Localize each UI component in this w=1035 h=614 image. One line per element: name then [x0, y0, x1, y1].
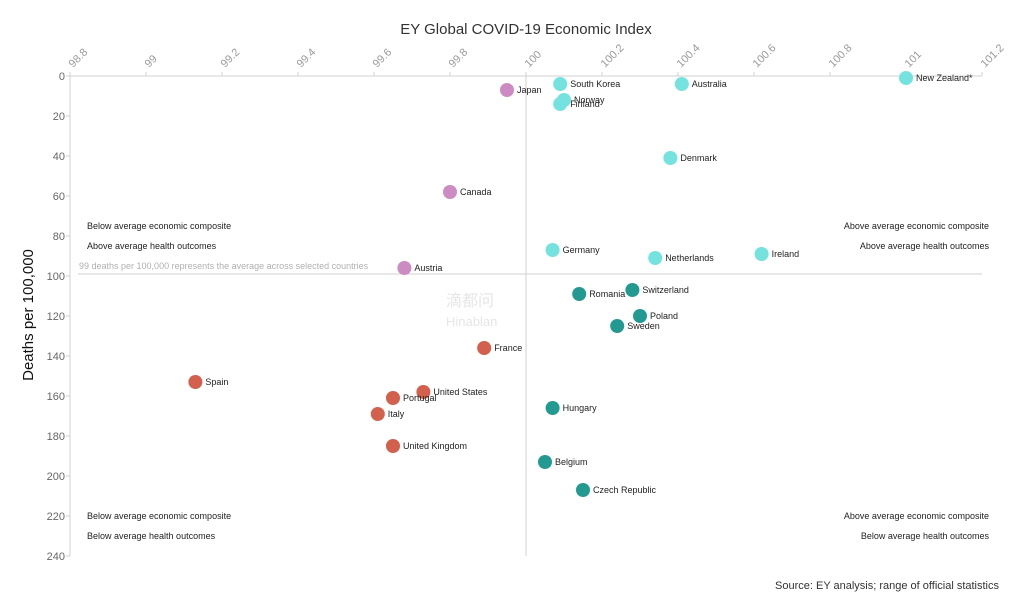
source-note: Source: EY analysis; range of official s… [775, 580, 999, 592]
chart-title: EY Global COVID-19 Economic Index [400, 21, 652, 38]
y-tick-label: 20 [53, 111, 65, 123]
point-label: Denmark [680, 153, 717, 163]
data-point [648, 251, 663, 265]
x-tick-label: 100.8 [827, 42, 855, 70]
data-point [754, 247, 769, 261]
x-tick-label: 100.4 [675, 42, 703, 70]
x-tick-label: 99.8 [447, 46, 471, 70]
data-point [572, 287, 587, 301]
data-point [370, 407, 385, 421]
data-point [545, 243, 560, 257]
y-tick-label: 140 [47, 351, 65, 363]
quadrant-label-lower-left: Below average economic composite [87, 511, 231, 521]
y-tick-label: 220 [47, 511, 65, 523]
point-label: New Zealand* [916, 73, 973, 83]
point-label: United States [433, 387, 488, 397]
x-tick-label: 101.2 [979, 42, 1007, 70]
y-tick-label: 100 [47, 271, 65, 283]
point-label: Italy [388, 409, 405, 419]
data-point [443, 185, 457, 199]
y-tick-label: 0 [59, 71, 65, 83]
x-tick-label: 98.8 [67, 46, 91, 70]
x-tick-label: 99.6 [371, 46, 395, 70]
y-tick-label: 240 [47, 551, 65, 563]
x-tick-label: 100 [523, 49, 544, 70]
data-point [416, 385, 431, 399]
point-label: Portugal [403, 393, 437, 403]
point-label: Poland [650, 311, 678, 321]
point-label: Japan [517, 85, 542, 95]
x-tick-label: 100.2 [599, 42, 627, 70]
y-tick-label: 120 [47, 311, 65, 323]
point-label: Ireland [772, 249, 800, 259]
data-point [576, 483, 590, 497]
point-label: Romania [589, 289, 625, 299]
x-tick-label: 99.4 [295, 46, 319, 70]
point-label: Switzerland [642, 285, 689, 295]
reference-note: 99 deaths per 100,000 represents the ave… [79, 261, 369, 271]
y-axis-ticks: 0 20 40 60 80 100 120 140 160 180 200 220 240 [47, 71, 70, 563]
x-tick-label: 99.2 [219, 46, 243, 70]
quadrant-labels: Below average economic composite Above av… [87, 221, 989, 541]
data-point [610, 319, 625, 333]
quadrant-label-lower-right: Above average economic composite [844, 511, 989, 521]
watermark-text: 滴都问 [446, 292, 494, 310]
watermark: 滴都问 Hinablan [446, 292, 497, 329]
data-point [477, 341, 492, 355]
data-point [538, 455, 552, 469]
data-point [545, 401, 560, 415]
point-label: Finland [570, 99, 600, 109]
data-point [674, 77, 689, 91]
data-points [188, 71, 913, 497]
point-label: Spain [205, 377, 228, 387]
y-tick-label: 60 [53, 191, 65, 203]
data-point [386, 391, 400, 405]
point-label: Sweden [627, 321, 660, 331]
point-label: Hungary [563, 403, 598, 413]
quadrant-label-upper-left: Above average health outcomes [87, 241, 217, 251]
point-label: Czech Republic [593, 485, 657, 495]
quadrant-label-upper-right: Above average economic composite [844, 221, 989, 231]
point-label: Belgium [555, 457, 588, 467]
data-point [553, 77, 568, 91]
y-tick-label: 200 [47, 471, 65, 483]
point-labels: New Zealand* South Korea Australia NorwayFi… [205, 73, 973, 495]
point-label: France [494, 343, 522, 353]
y-tick-label: 40 [53, 151, 65, 163]
point-label: Germany [563, 245, 601, 255]
point-label: Netherlands [665, 253, 714, 263]
x-axis-ticks: 98.8 99 99.2 99.4 99.6 99.8 100 100.2 100.4 100.6… [67, 42, 1007, 76]
point-label: Canada [460, 187, 492, 197]
data-point [663, 151, 678, 165]
y-axis-label: Deaths per 100,000 [20, 249, 37, 381]
watermark-text: Hinablan [446, 314, 497, 329]
data-point [899, 71, 913, 85]
point-label: United Kingdom [403, 441, 467, 451]
quadrant-label-upper-left: Below average economic composite [87, 221, 231, 231]
x-tick-label: 101 [903, 49, 924, 70]
y-tick-label: 180 [47, 431, 65, 443]
quadrant-label-upper-right: Above average health outcomes [860, 241, 990, 251]
x-tick-label: 99 [143, 53, 160, 70]
data-point [553, 97, 568, 111]
point-label: Norway [574, 95, 605, 105]
data-point [386, 439, 400, 453]
reference-lines: 99 deaths per 100,000 represents the ave… [78, 76, 982, 556]
y-tick-label: 160 [47, 391, 65, 403]
y-tick-label: 80 [53, 231, 65, 243]
quadrant-label-lower-left: Below average health outcomes [87, 531, 216, 541]
x-tick-label: 100.6 [751, 42, 779, 70]
point-label: Austria [414, 263, 442, 273]
data-point [397, 261, 412, 275]
data-point [625, 283, 640, 297]
data-point [188, 375, 203, 389]
data-point [500, 83, 514, 97]
point-label: Australia [692, 79, 727, 89]
quadrant-label-lower-right: Below average health outcomes [861, 531, 990, 541]
data-point [633, 309, 647, 323]
point-label: South Korea [570, 79, 620, 89]
